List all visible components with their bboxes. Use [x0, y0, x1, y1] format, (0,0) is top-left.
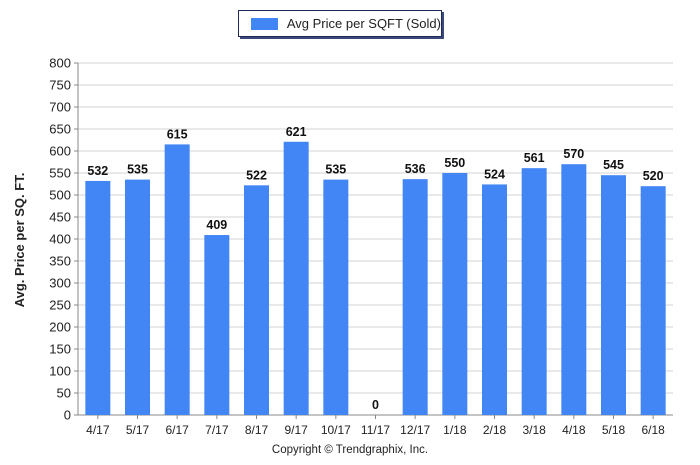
y-tick-label: 800	[49, 56, 71, 71]
bar	[601, 175, 626, 415]
data-label: 522	[246, 168, 267, 182]
x-tick-label: 11/17	[361, 423, 390, 437]
bar	[164, 144, 190, 415]
y-tick-label: 700	[49, 100, 71, 115]
y-tick-label: 550	[49, 166, 71, 181]
y-tick-label: 600	[49, 144, 71, 159]
x-tick-label: 12/17	[400, 423, 430, 437]
data-label: 570	[563, 147, 584, 161]
legend-swatch	[251, 17, 278, 30]
legend-label: Avg Price per SQFT (Sold)	[286, 16, 441, 31]
bar	[402, 179, 428, 415]
x-tick-label: 6/17	[165, 423, 189, 437]
x-tick-label: 4/17	[86, 423, 110, 437]
data-label: 536	[405, 162, 426, 176]
bar	[85, 180, 111, 415]
y-tick-label: 250	[49, 298, 71, 313]
data-label: 550	[444, 156, 465, 170]
data-label: 532	[87, 164, 108, 178]
bar	[482, 184, 507, 415]
x-tick-label: 1/18	[443, 423, 467, 437]
bar	[561, 164, 587, 415]
data-label: 535	[325, 163, 346, 177]
x-tick-label: 7/17	[205, 423, 229, 437]
copyright-text: Copyright © Trendgraphix, Inc.	[271, 444, 429, 456]
x-tick-label: 3/18	[522, 423, 546, 437]
x-tick-label: 5/17	[126, 423, 150, 437]
x-tick-label: 8/17	[245, 423, 269, 437]
data-label: 561	[524, 151, 545, 165]
data-label: 0	[372, 398, 379, 412]
y-axis-title: Avg. Price per SQ. FT.	[12, 173, 27, 308]
y-tick-label: 350	[49, 254, 71, 269]
data-label: 409	[206, 218, 227, 232]
bar	[442, 173, 468, 415]
x-tick-label: 4/18	[562, 423, 586, 437]
y-tick-label: 50	[57, 386, 71, 401]
data-label: 545	[603, 158, 624, 172]
x-tick-label: 9/17	[284, 423, 308, 437]
x-tick-label: 5/18	[602, 423, 626, 437]
x-tick-label: 10/17	[321, 423, 351, 437]
bar	[125, 179, 150, 415]
data-label: 524	[484, 167, 505, 181]
y-tick-label: 0	[64, 408, 71, 423]
y-tick-label: 400	[49, 232, 71, 247]
x-tick-label: 2/18	[483, 423, 507, 437]
bar	[244, 185, 269, 415]
y-tick-label: 750	[49, 78, 71, 93]
data-label: 615	[167, 127, 188, 141]
data-label: 520	[643, 169, 664, 183]
bar	[283, 141, 309, 415]
y-tick-label: 100	[49, 364, 71, 379]
y-tick-label: 200	[49, 320, 71, 335]
legend: Avg Price per SQFT (Sold)	[238, 10, 442, 37]
data-label: 621	[286, 125, 307, 139]
bar	[204, 235, 230, 415]
bar	[640, 186, 666, 415]
x-tick-label: 6/18	[641, 423, 665, 437]
bar	[323, 179, 349, 415]
y-tick-label: 500	[49, 188, 71, 203]
y-tick-label: 300	[49, 276, 71, 291]
bar	[521, 168, 547, 415]
y-tick-label: 650	[49, 122, 71, 137]
y-tick-label: 450	[49, 210, 71, 225]
y-tick-label: 150	[49, 342, 71, 357]
data-label: 535	[127, 163, 148, 177]
